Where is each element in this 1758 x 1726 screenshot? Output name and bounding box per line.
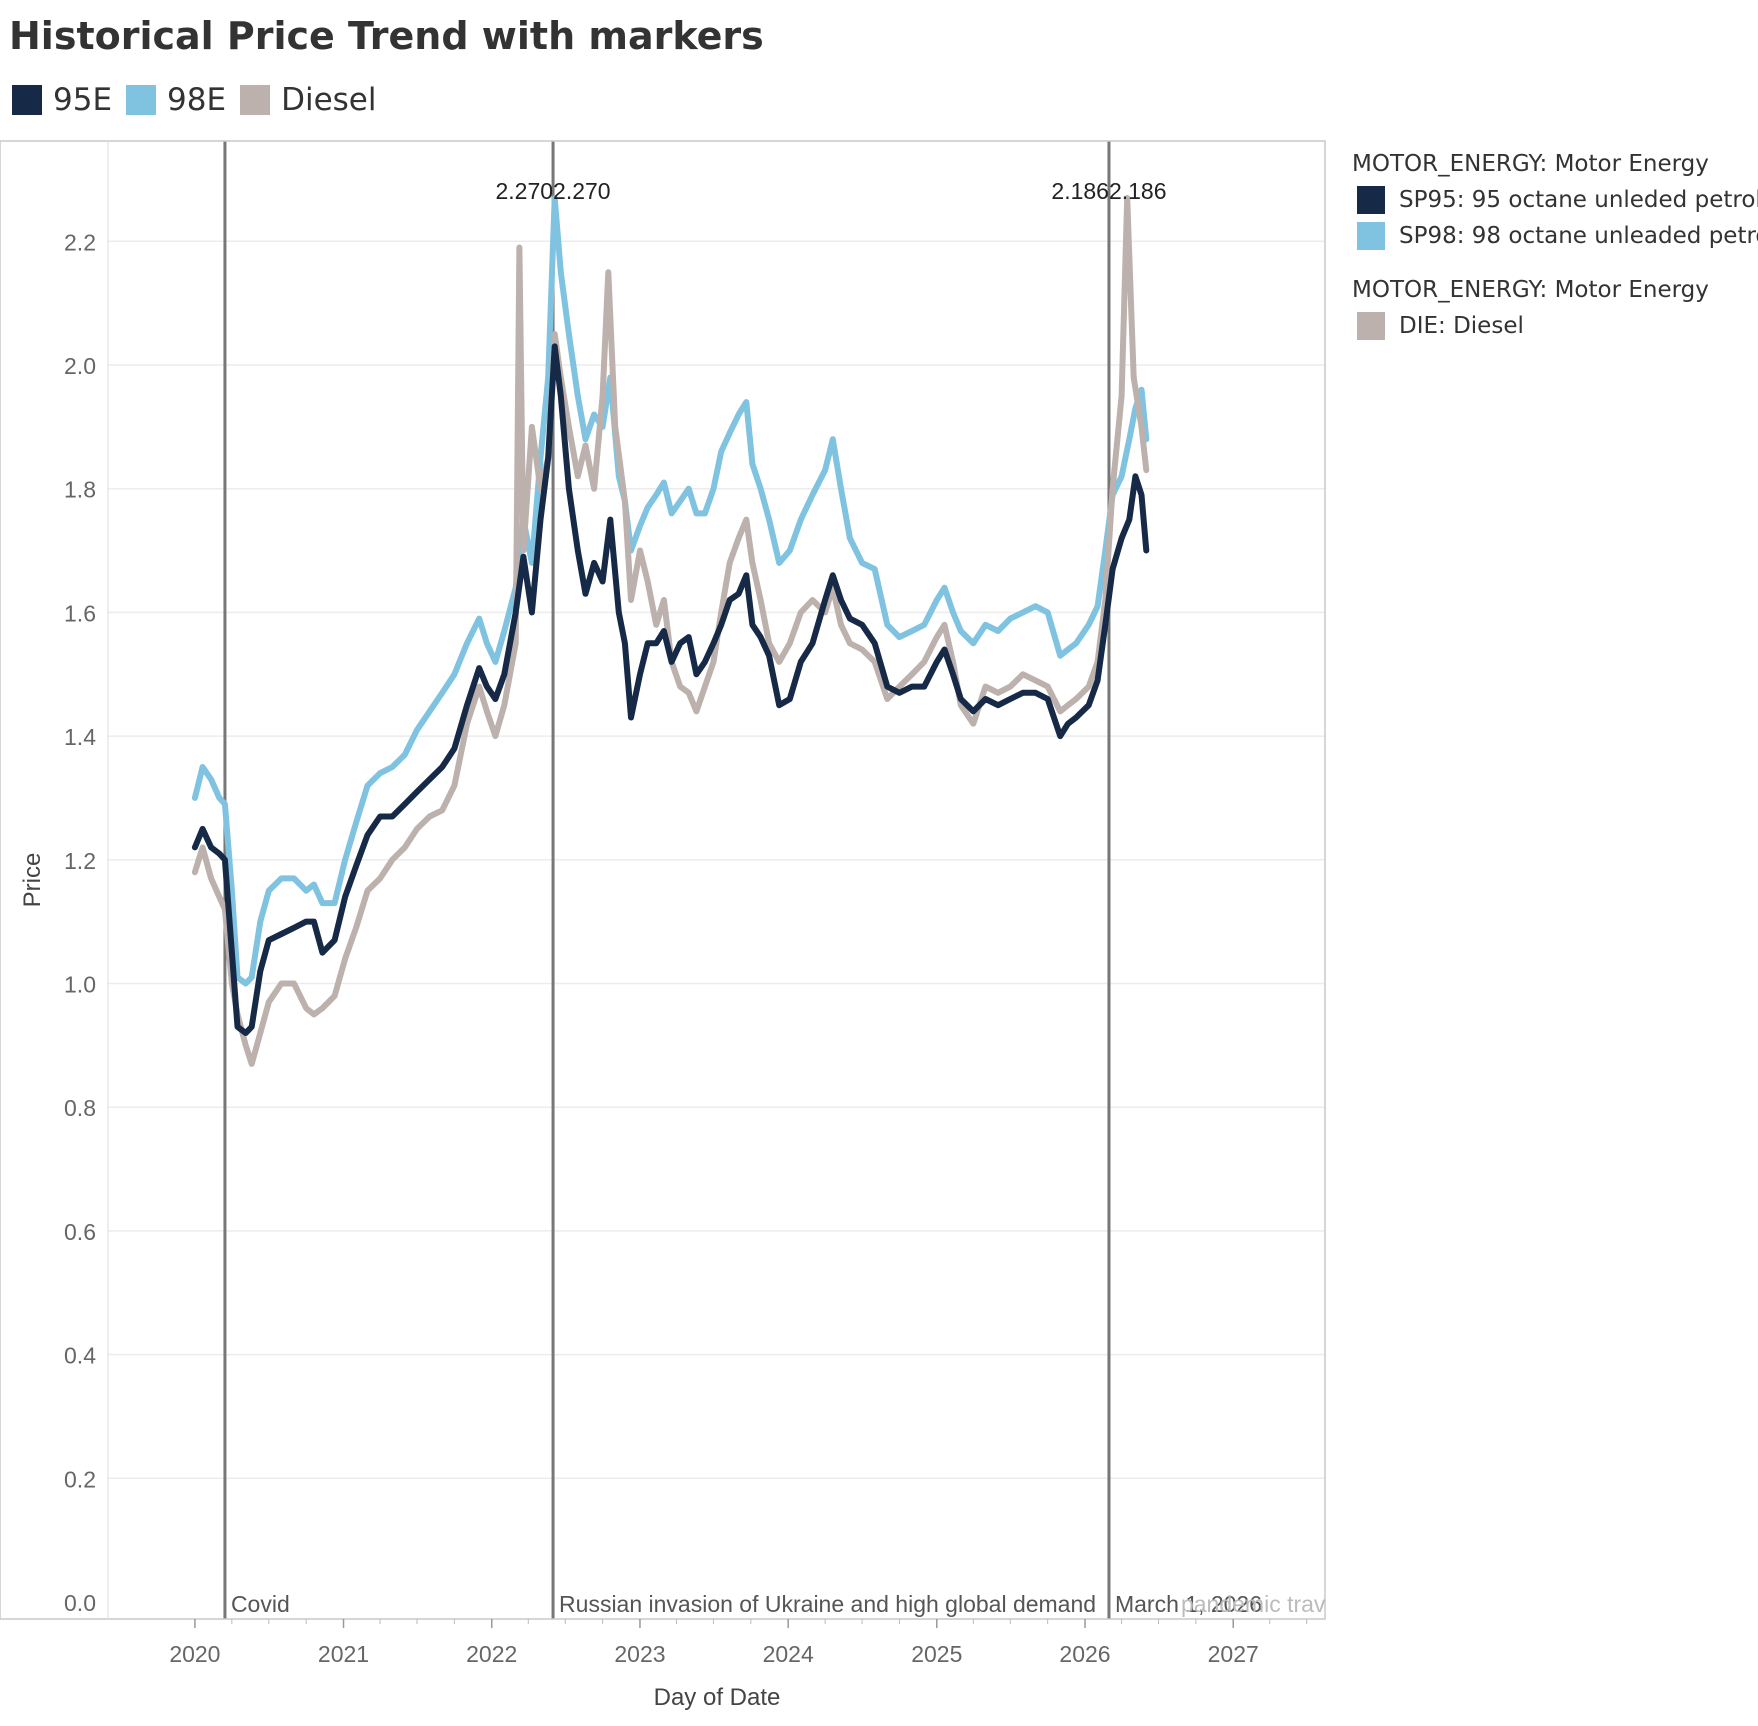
x-tick-label: 2023 xyxy=(614,1641,665,1667)
event-marker-label: Covid xyxy=(231,1591,290,1617)
event-marker-label-overlap: pandemic travel xyxy=(1181,1591,1343,1617)
event-marker-label: Russian invasion of Ukraine and high glo… xyxy=(559,1591,1096,1617)
y-tick-label: 0.8 xyxy=(64,1095,96,1121)
x-tick-label: 2025 xyxy=(911,1641,962,1667)
chart-title: Historical Price Trend with markers xyxy=(9,14,764,58)
plot-frame xyxy=(0,140,1326,1620)
top-legend: 95E 98E Diesel xyxy=(12,80,391,120)
event-marker-peak-label: 2.1862.186 xyxy=(1051,178,1166,204)
series-line-diesel xyxy=(191,195,1150,1067)
legend-group-title: MOTOR_ENERGY: Motor Energy xyxy=(1352,277,1709,303)
x-tick-label: 2027 xyxy=(1208,1641,1259,1667)
legend-label-diesel: Diesel xyxy=(281,82,377,118)
y-tick-label: 0.4 xyxy=(64,1343,96,1369)
y-tick-label: 2.2 xyxy=(64,229,96,255)
side-legend: MOTOR_ENERGY: Motor Energy SP95: 95 octa… xyxy=(1352,146,1758,362)
x-tick-label: 2026 xyxy=(1059,1641,1110,1667)
y-tick-label: 1.8 xyxy=(64,477,96,503)
y-tick-label: 1.6 xyxy=(64,600,96,626)
legend-group-title: MOTOR_ENERGY: Motor Energy xyxy=(1352,151,1709,177)
legend-swatch-sp95 xyxy=(1357,186,1385,214)
x-tick-label: 2021 xyxy=(318,1641,369,1667)
series-lines xyxy=(191,195,1150,1067)
legend-swatch-die xyxy=(1357,312,1385,340)
y-tick-label: 1.4 xyxy=(64,724,96,750)
y-tick-label: 0.0 xyxy=(64,1590,96,1616)
legend-item-98e[interactable]: 98E xyxy=(126,82,226,118)
event-marker-peak-label: 2.2702.270 xyxy=(495,178,610,204)
x-tick-label: 2022 xyxy=(466,1641,517,1667)
series-line-95e xyxy=(191,343,1150,1036)
event-markers xyxy=(223,141,1111,1619)
event-marker-label: March 1, 2026 xyxy=(1115,1591,1262,1617)
legend-item-sp95[interactable]: SP95: 95 octane unleded petrol xyxy=(1352,182,1758,218)
y-tick-label: 0.2 xyxy=(64,1466,96,1492)
legend-label-95e: 95E xyxy=(53,82,113,118)
legend-label-sp95: SP95: 95 octane unleded petrol xyxy=(1399,187,1758,213)
legend-item-diesel[interactable]: Diesel xyxy=(240,82,377,118)
legend-item-95e[interactable]: 95E xyxy=(12,82,112,118)
axes: 0.0 0.2 0.4 0.6 0.8 1.0 1.2 1.4 1.6 1.8 2.0 2.2 2020… xyxy=(0,140,1326,1711)
x-tick-label: 2024 xyxy=(763,1641,814,1667)
y-tick-label: 2.0 xyxy=(64,353,96,379)
y-tick-label: 0.6 xyxy=(64,1219,96,1245)
y-axis-title: Price xyxy=(19,853,46,908)
legend-swatch-diesel xyxy=(240,85,271,115)
legend-group-diesel: MOTOR_ENERGY: Motor Energy DIE: Diesel xyxy=(1352,272,1758,344)
series-line-98e xyxy=(191,195,1150,987)
x-axis-title: Day of Date xyxy=(654,1684,781,1711)
legend-label-die: DIE: Diesel xyxy=(1399,313,1524,339)
y-tick-label: 1.2 xyxy=(64,848,96,874)
legend-label-sp98: SP98: 98 octane unleaded petrol xyxy=(1399,223,1758,249)
legend-swatch-95e xyxy=(12,85,42,115)
y-tick-label: 1.0 xyxy=(64,972,96,998)
x-tick-label: 2020 xyxy=(169,1641,220,1667)
gridlines xyxy=(108,240,1325,1480)
legend-item-die[interactable]: DIE: Diesel xyxy=(1352,308,1758,344)
marker-labels: Covid Russian invasion of Ukraine and hig… xyxy=(231,178,1343,1617)
legend-swatch-98e xyxy=(126,85,157,115)
legend-label-98e: 98E xyxy=(167,82,227,118)
legend-group-petrol: MOTOR_ENERGY: Motor Energy SP95: 95 octa… xyxy=(1352,146,1758,254)
legend-item-sp98[interactable]: SP98: 98 octane unleaded petrol xyxy=(1352,218,1758,254)
legend-swatch-sp98 xyxy=(1357,222,1385,250)
